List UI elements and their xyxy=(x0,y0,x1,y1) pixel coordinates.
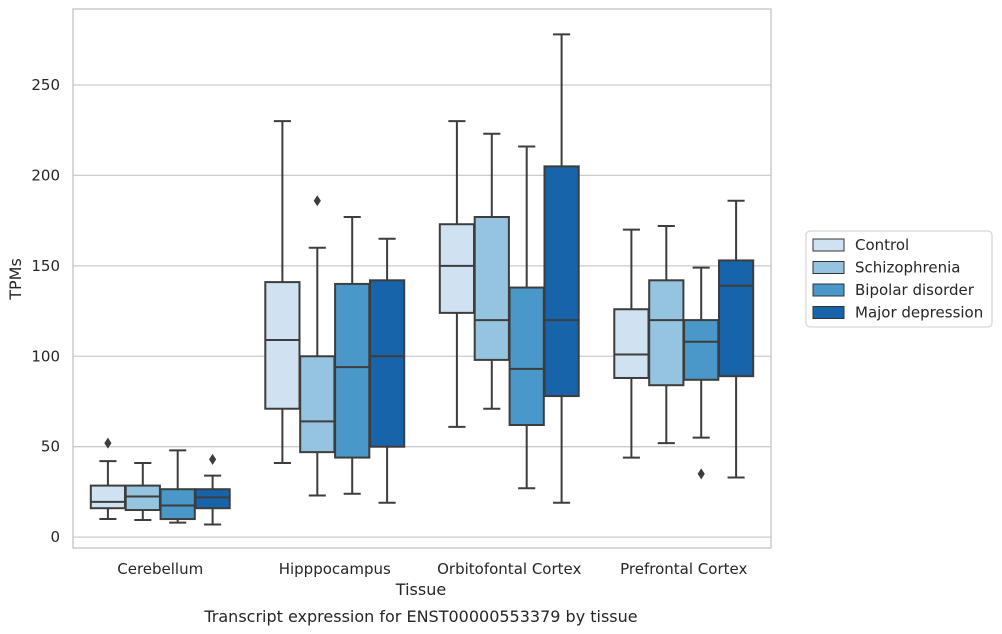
box-schizophrenia-0 xyxy=(124,461,161,521)
y-axis-ticks: 0 50 100 150 200 250 xyxy=(31,76,60,546)
box-major-depression-1 xyxy=(368,237,406,504)
x-tick-label: Hipppocampus xyxy=(279,560,391,578)
y-tick-label: 200 xyxy=(31,166,60,184)
legend-swatch xyxy=(812,283,845,297)
gridlines xyxy=(73,84,771,538)
y-axis-label: TPMs xyxy=(6,258,25,301)
box-schizophrenia-2 xyxy=(473,132,510,410)
x-axis-label: Tissue xyxy=(395,580,446,599)
plot-area-frame xyxy=(72,8,772,549)
box-bipolar-disorder-0 xyxy=(159,449,196,524)
box-schizophrenia-3 xyxy=(648,225,685,445)
y-tick-label: 100 xyxy=(31,347,60,365)
y-tick-label: 0 xyxy=(50,528,60,546)
box-iqr xyxy=(299,355,336,454)
x-tick-label: Cerebellum xyxy=(117,560,203,578)
box-iqr xyxy=(124,484,161,512)
box-iqr xyxy=(717,259,755,378)
box-bipolar-disorder-1 xyxy=(334,216,371,495)
box-iqr xyxy=(264,281,301,410)
box-series xyxy=(89,33,755,526)
legend-label: Schizophrenia xyxy=(855,259,960,277)
legend-swatch xyxy=(812,306,845,319)
box-control-1 xyxy=(264,120,301,464)
y-tick-label: 50 xyxy=(41,438,60,456)
box-iqr xyxy=(543,165,580,398)
legend-frame xyxy=(805,230,993,328)
outlier-point xyxy=(209,453,217,465)
box-iqr xyxy=(334,282,371,459)
box-iqr xyxy=(613,308,650,379)
y-tick-label: 250 xyxy=(31,76,60,94)
x-tick-label: Prefrontal Cortex xyxy=(620,560,747,578)
legend-swatch xyxy=(812,238,845,252)
box-iqr xyxy=(368,279,406,448)
box-control-3 xyxy=(613,228,650,459)
box-bipolar-disorder-3 xyxy=(683,266,720,480)
box-bipolar-disorder-2 xyxy=(508,145,545,490)
x-tick-label: Orbitofontal Cortex xyxy=(437,560,581,578)
chart-caption: Transcript expression for ENST0000055337… xyxy=(203,607,637,626)
box-schizophrenia-1 xyxy=(299,195,336,497)
box-iqr xyxy=(648,279,685,387)
box-iqr xyxy=(473,216,510,361)
box-major-depression-0 xyxy=(194,453,231,526)
box-iqr xyxy=(159,488,196,521)
box-control-2 xyxy=(438,120,476,428)
box-major-depression-3 xyxy=(717,199,755,479)
box-iqr xyxy=(438,223,476,314)
x-axis-ticks: Cerebellum Hipppocampus Orbitofontal Corte… xyxy=(117,560,747,578)
legend-label: Control xyxy=(855,236,909,254)
outlier-point xyxy=(313,195,321,207)
outlier-point xyxy=(697,468,705,480)
box-control-0 xyxy=(89,437,127,521)
legend-label: Bipolar disorder xyxy=(855,281,975,299)
legend-swatch xyxy=(812,261,845,274)
box-iqr xyxy=(683,319,720,381)
y-tick-label: 150 xyxy=(31,257,60,275)
legend-label: Major depression xyxy=(855,304,983,322)
box-iqr xyxy=(508,286,545,427)
legend: Control Schizophrenia Bipolar disorder Majo… xyxy=(805,230,993,328)
outlier-point xyxy=(104,437,112,449)
box-major-depression-2 xyxy=(543,33,580,504)
box-iqr xyxy=(194,488,231,510)
box-iqr xyxy=(89,484,127,510)
